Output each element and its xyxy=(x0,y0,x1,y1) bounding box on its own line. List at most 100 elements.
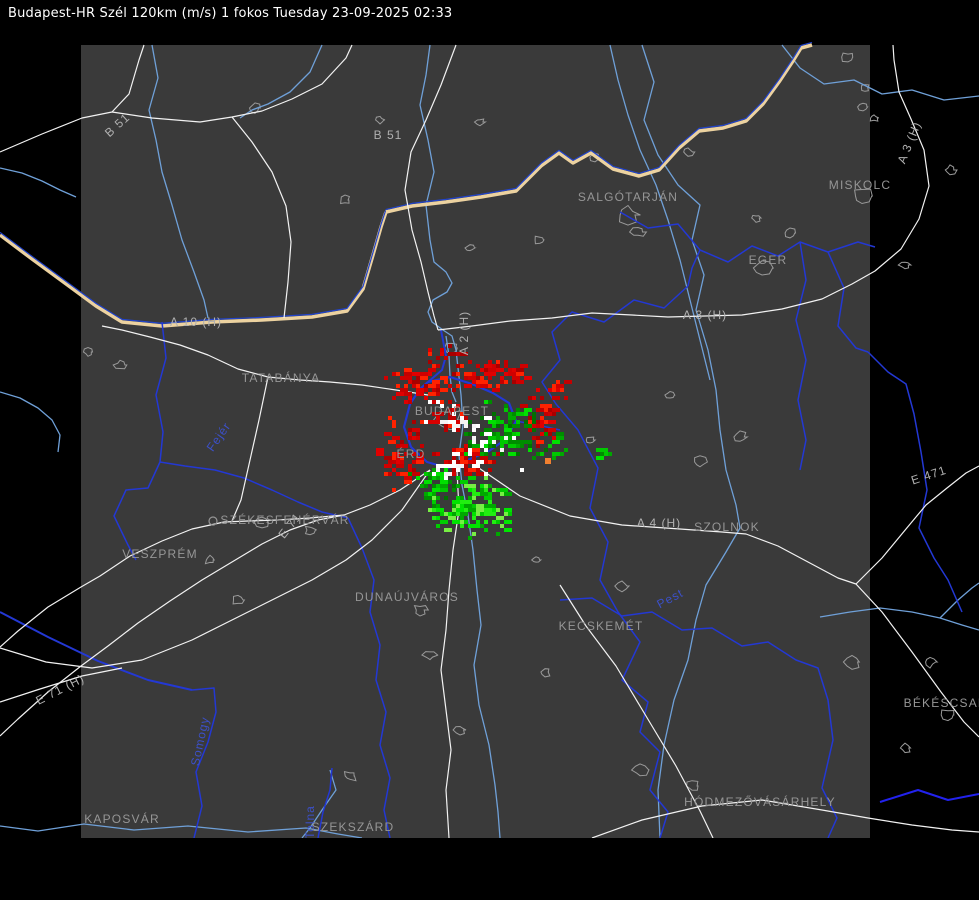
radar-echo-cell xyxy=(400,444,408,448)
radar-echo-cell xyxy=(392,396,396,400)
radar-echo-cell xyxy=(504,404,508,408)
radar-echo-cell xyxy=(460,480,468,484)
radar-echo-cell xyxy=(436,472,440,476)
radar-echo-cell xyxy=(440,512,444,516)
city-label: SZÉKESFEHÉRVÁR xyxy=(220,512,349,527)
radar-echo-cell xyxy=(556,380,560,384)
radar-echo-cell xyxy=(476,472,480,476)
radar-echo-cell xyxy=(392,488,396,492)
radar-echo-cell xyxy=(440,480,448,484)
radar-echo-cell xyxy=(464,432,468,436)
radar-echo-cell xyxy=(400,392,404,396)
radar-echo-cell xyxy=(488,376,492,380)
radar-echo-cell xyxy=(396,472,400,476)
radar-echo-cell xyxy=(444,528,452,532)
radar-echo-cell xyxy=(408,472,412,476)
radar-echo-cell xyxy=(436,400,440,404)
radar-echo-cell xyxy=(416,476,420,480)
radar-echo-cell xyxy=(504,512,508,516)
radar-echo-cell xyxy=(464,460,468,464)
county-border xyxy=(879,789,979,803)
radar-echo-cell xyxy=(444,512,448,516)
radar-echo-cell xyxy=(540,424,544,428)
radar-echo-cell xyxy=(516,432,520,436)
radar-echo-cell xyxy=(512,436,516,440)
radar-echo-cell xyxy=(424,388,428,392)
radar-echo-cell xyxy=(408,400,412,404)
radar-echo-cell xyxy=(396,384,400,388)
radar-echo-cell xyxy=(516,412,524,416)
radar-echo-cell xyxy=(412,468,416,472)
radar-echo-cell xyxy=(432,488,436,492)
radar-echo-cell xyxy=(456,484,460,488)
radar-echo-cell xyxy=(564,448,568,452)
radar-echo-cell xyxy=(516,420,520,424)
settlement-outline xyxy=(944,164,958,176)
radar-echo-cell xyxy=(468,536,472,540)
radar-echo-cell xyxy=(428,384,436,388)
radar-echo-cell xyxy=(472,532,476,536)
settlement-outline xyxy=(82,346,94,357)
radar-echo-cell xyxy=(476,524,480,528)
radar-echo-cell xyxy=(396,392,400,396)
settlement-outline xyxy=(860,84,870,92)
radar-echo-cell xyxy=(456,428,460,432)
radar-echo-cell xyxy=(500,492,504,496)
river xyxy=(819,607,979,631)
settlement-outline xyxy=(413,604,430,617)
road xyxy=(855,465,979,585)
radar-echo-cell xyxy=(444,476,448,480)
radar-echo-cell xyxy=(532,456,536,460)
radar-echo-cell xyxy=(436,464,444,468)
radar-echo-cell xyxy=(404,392,412,396)
radar-echo-cell xyxy=(604,452,608,456)
settlement-outline xyxy=(869,114,880,122)
radar-echo-cell xyxy=(432,420,436,424)
radar-echo-cell xyxy=(540,416,544,420)
radar-echo-cell xyxy=(460,412,464,416)
radar-echo-cell xyxy=(444,356,448,360)
radar-echo-cell xyxy=(424,492,428,496)
radar-echo-cell xyxy=(476,468,480,472)
radar-echo-cell xyxy=(504,408,508,412)
radar-echo-cell xyxy=(400,440,404,444)
radar-echo-cell xyxy=(464,504,472,508)
radar-echo-cell xyxy=(428,472,432,476)
radar-echo-cell xyxy=(468,508,476,512)
radar-echo-cell xyxy=(516,440,524,444)
river xyxy=(0,167,77,198)
radar-echo-cell xyxy=(396,444,400,448)
radar-echo-cell xyxy=(444,460,448,464)
radar-echo-cell xyxy=(484,504,488,508)
settlement-outline xyxy=(733,430,749,442)
radar-echo-cell xyxy=(464,456,468,460)
radar-echo-cell xyxy=(456,420,460,424)
river xyxy=(0,823,363,838)
county-border xyxy=(191,687,217,838)
radar-echo-cell xyxy=(472,504,476,508)
radar-echo-cell xyxy=(436,416,440,420)
radar-echo-cell xyxy=(388,440,396,444)
radar-echo-cell xyxy=(564,380,572,384)
county-border xyxy=(0,611,193,691)
radar-echo-cell xyxy=(412,420,416,424)
radar-echo-cell xyxy=(436,420,440,424)
radar-echo-cell xyxy=(436,516,440,520)
radar-echo-cell xyxy=(492,440,496,444)
radar-echo-cell xyxy=(396,464,404,468)
radar-echo-cell xyxy=(552,440,560,444)
radar-echo-cell xyxy=(528,448,532,452)
county-border xyxy=(159,461,349,519)
radar-echo-cell xyxy=(440,484,444,488)
radar-echo-cell xyxy=(464,484,472,488)
settlement-outline xyxy=(842,654,861,670)
city-label: DUNAÚJVÁROS xyxy=(355,589,459,604)
radar-echo-cell xyxy=(416,460,424,464)
radar-echo-cell xyxy=(428,348,432,352)
radar-echo-cell xyxy=(392,460,396,464)
radar-echo-cell xyxy=(448,516,456,520)
radar-echo-cell xyxy=(452,448,456,452)
radar-echo-cell xyxy=(452,424,460,428)
county-border xyxy=(541,285,689,838)
